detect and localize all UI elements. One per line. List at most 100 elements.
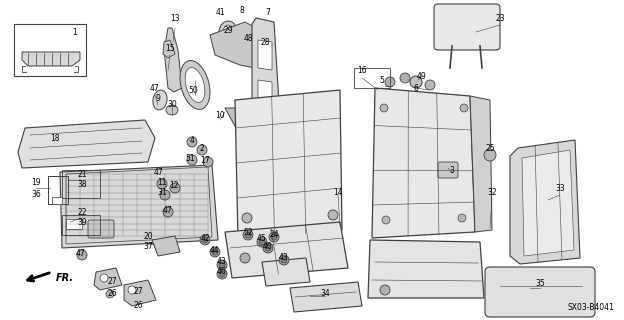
Circle shape bbox=[106, 290, 114, 298]
Circle shape bbox=[197, 145, 207, 155]
Bar bbox=[66, 219, 82, 229]
Text: 42: 42 bbox=[200, 234, 210, 243]
Polygon shape bbox=[60, 165, 218, 248]
Circle shape bbox=[217, 260, 227, 270]
Text: 46: 46 bbox=[217, 268, 227, 276]
Ellipse shape bbox=[223, 25, 233, 39]
Circle shape bbox=[219, 271, 225, 277]
Text: 21: 21 bbox=[77, 170, 87, 179]
Circle shape bbox=[263, 243, 273, 253]
Circle shape bbox=[200, 235, 210, 245]
Circle shape bbox=[425, 80, 435, 90]
Circle shape bbox=[279, 255, 289, 265]
Text: 1: 1 bbox=[72, 28, 77, 36]
Text: 18: 18 bbox=[51, 133, 60, 142]
Circle shape bbox=[219, 262, 225, 268]
Circle shape bbox=[212, 249, 218, 255]
Text: 27: 27 bbox=[107, 277, 117, 286]
Text: 17: 17 bbox=[200, 156, 210, 164]
Text: 45: 45 bbox=[257, 234, 267, 243]
Text: 41: 41 bbox=[215, 7, 225, 17]
Text: SX03-B4041: SX03-B4041 bbox=[567, 303, 614, 312]
Text: 49: 49 bbox=[417, 71, 427, 81]
Polygon shape bbox=[163, 40, 175, 58]
Polygon shape bbox=[522, 150, 574, 256]
Polygon shape bbox=[258, 80, 272, 108]
Bar bbox=[14, 24, 86, 76]
Ellipse shape bbox=[180, 60, 210, 109]
Circle shape bbox=[210, 247, 220, 257]
Circle shape bbox=[385, 77, 395, 87]
Polygon shape bbox=[470, 96, 492, 232]
Text: 34: 34 bbox=[320, 290, 330, 299]
Polygon shape bbox=[235, 90, 342, 240]
Polygon shape bbox=[258, 40, 272, 70]
Circle shape bbox=[259, 239, 265, 245]
Polygon shape bbox=[368, 240, 484, 298]
Text: 48: 48 bbox=[243, 34, 253, 43]
Circle shape bbox=[269, 232, 279, 242]
Polygon shape bbox=[124, 280, 156, 306]
Text: 32: 32 bbox=[487, 188, 497, 196]
Polygon shape bbox=[225, 108, 265, 155]
Text: 22: 22 bbox=[77, 207, 87, 217]
Text: 27: 27 bbox=[133, 287, 143, 297]
Polygon shape bbox=[152, 236, 180, 256]
Bar bbox=[48, 176, 68, 204]
Text: 26: 26 bbox=[107, 290, 117, 299]
Text: 50: 50 bbox=[188, 85, 198, 94]
Polygon shape bbox=[290, 282, 362, 312]
Text: 13: 13 bbox=[170, 13, 180, 22]
Circle shape bbox=[484, 149, 496, 161]
Text: 10: 10 bbox=[215, 110, 225, 119]
Text: 3: 3 bbox=[449, 165, 454, 174]
Circle shape bbox=[410, 76, 422, 88]
Polygon shape bbox=[22, 52, 80, 66]
Text: 19: 19 bbox=[31, 178, 41, 187]
Text: 47: 47 bbox=[163, 205, 173, 214]
Polygon shape bbox=[262, 258, 310, 286]
Polygon shape bbox=[210, 22, 262, 68]
Text: 28: 28 bbox=[260, 37, 270, 46]
Circle shape bbox=[187, 137, 197, 147]
Text: 40: 40 bbox=[263, 242, 273, 251]
FancyBboxPatch shape bbox=[88, 220, 114, 238]
Circle shape bbox=[160, 190, 170, 200]
Circle shape bbox=[157, 179, 167, 189]
Circle shape bbox=[240, 253, 250, 263]
Text: 38: 38 bbox=[77, 180, 87, 188]
Circle shape bbox=[170, 183, 180, 193]
FancyBboxPatch shape bbox=[438, 162, 458, 178]
Circle shape bbox=[77, 250, 87, 260]
Polygon shape bbox=[164, 28, 182, 92]
Circle shape bbox=[458, 214, 466, 222]
Text: 29: 29 bbox=[223, 26, 233, 35]
Text: 15: 15 bbox=[165, 44, 175, 52]
Text: 23: 23 bbox=[495, 13, 505, 22]
Circle shape bbox=[163, 207, 173, 217]
Text: 30: 30 bbox=[167, 100, 177, 108]
Text: FR.: FR. bbox=[56, 273, 74, 283]
Circle shape bbox=[243, 230, 253, 240]
FancyBboxPatch shape bbox=[434, 4, 500, 50]
Text: 20: 20 bbox=[143, 231, 153, 241]
Circle shape bbox=[460, 104, 468, 112]
Text: 25: 25 bbox=[485, 143, 495, 153]
Text: 5: 5 bbox=[379, 76, 384, 84]
Circle shape bbox=[257, 237, 267, 247]
Circle shape bbox=[271, 234, 277, 240]
Polygon shape bbox=[252, 18, 280, 124]
FancyBboxPatch shape bbox=[485, 267, 595, 317]
Ellipse shape bbox=[219, 21, 237, 43]
Text: 8: 8 bbox=[240, 5, 245, 14]
Text: 24: 24 bbox=[269, 229, 279, 238]
Text: 9: 9 bbox=[155, 93, 160, 102]
Text: 51: 51 bbox=[185, 154, 195, 163]
Text: 4: 4 bbox=[190, 135, 195, 145]
Bar bbox=[52, 197, 62, 204]
Text: 31: 31 bbox=[157, 188, 167, 196]
Circle shape bbox=[245, 232, 251, 238]
Circle shape bbox=[400, 73, 410, 83]
Ellipse shape bbox=[166, 105, 178, 115]
Circle shape bbox=[187, 155, 197, 165]
